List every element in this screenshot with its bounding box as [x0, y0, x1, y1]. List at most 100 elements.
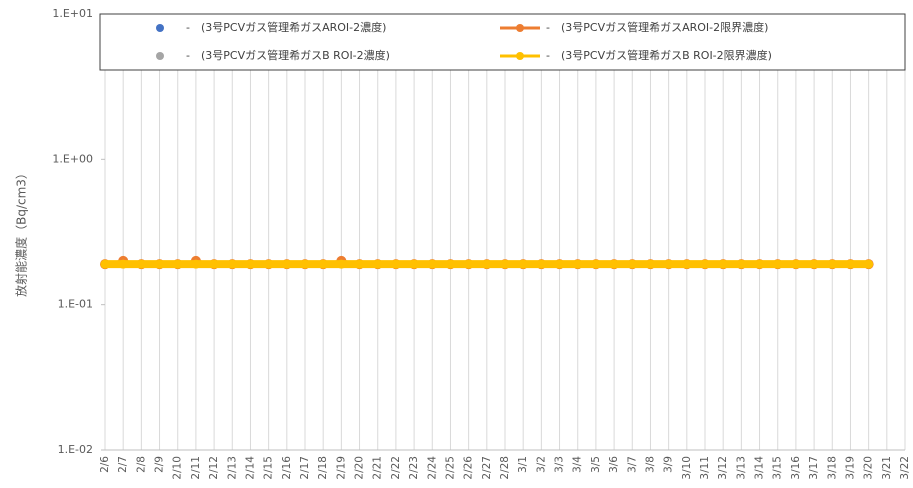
- x-tick-label: 3/14: [754, 456, 766, 480]
- data-point: [336, 259, 346, 269]
- x-tick-label: 3/8: [644, 456, 656, 473]
- x-tick-label: 3/9: [663, 456, 675, 473]
- x-tick-label: 2/22: [390, 456, 402, 480]
- data-point: [845, 259, 855, 269]
- data-point: [482, 259, 492, 269]
- data-point: [609, 259, 619, 269]
- data-point: [700, 259, 710, 269]
- y-tick-label: 1.E+01: [52, 7, 93, 20]
- x-tick-label: 2/8: [135, 456, 147, 473]
- data-point: [864, 259, 874, 269]
- legend-label: - (3号PCVガス管理希ガスAROI-2濃度): [186, 20, 386, 34]
- x-tick-label: 3/2: [535, 456, 547, 473]
- x-tick-label: 2/27: [481, 456, 493, 480]
- data-point: [773, 259, 783, 269]
- data-point: [391, 259, 401, 269]
- y-tick-label: 1.E-02: [58, 443, 93, 456]
- x-tick-label: 3/5: [590, 456, 602, 473]
- x-tick-label: 3/19: [844, 456, 856, 480]
- x-tick-label: 2/21: [372, 456, 384, 480]
- legend-marker: [516, 52, 524, 60]
- x-tick-label: 2/19: [335, 456, 347, 480]
- x-tick-label: 3/10: [681, 456, 693, 480]
- x-tick-label: 3/17: [808, 456, 820, 480]
- data-point: [500, 259, 510, 269]
- data-point: [827, 259, 837, 269]
- x-tick-label: 2/7: [117, 456, 129, 473]
- data-point: [300, 259, 310, 269]
- x-tick-label: 3/21: [881, 456, 893, 480]
- x-tick-label: 3/22: [899, 456, 911, 480]
- data-point: [136, 259, 146, 269]
- data-point: [718, 259, 728, 269]
- data-point: [173, 259, 183, 269]
- data-point: [282, 259, 292, 269]
- x-tick-label: 3/20: [863, 456, 875, 480]
- x-tick-label: 2/16: [281, 456, 293, 480]
- x-tick-label: 3/11: [699, 456, 711, 480]
- x-tick-label: 2/13: [226, 456, 238, 480]
- legend-label: - (3号PCVガス管理希ガスB ROI-2濃度): [186, 48, 390, 62]
- x-tick-label: 2/24: [426, 456, 438, 480]
- x-tick-label: 2/20: [354, 456, 366, 480]
- x-tick-label: 3/4: [572, 456, 584, 473]
- y-tick-label: 1.E+00: [52, 152, 93, 165]
- data-point: [264, 259, 274, 269]
- legend-label: - (3号PCVガス管理希ガスAROI-2限界濃度): [546, 20, 768, 34]
- legend-box: [99, 13, 906, 71]
- data-point: [191, 259, 201, 269]
- data-point: [736, 259, 746, 269]
- x-tick-label: 3/16: [790, 456, 802, 480]
- x-tick-label: 2/15: [263, 456, 275, 480]
- data-point: [445, 259, 455, 269]
- x-tick-label: 3/12: [717, 456, 729, 480]
- x-tick-label: 2/25: [444, 456, 456, 480]
- data-point: [118, 259, 128, 269]
- y-axis-label: 放射能濃度（Bq/cm3）: [14, 167, 29, 297]
- legend-marker: [516, 24, 524, 32]
- legend-label: - (3号PCVガス管理希ガスB ROI-2限界濃度): [546, 48, 772, 62]
- x-tick-label: 3/1: [517, 456, 529, 473]
- x-tick-label: 2/23: [408, 456, 420, 480]
- data-point: [755, 259, 765, 269]
- data-point: [100, 259, 110, 269]
- x-tick-label: 3/18: [826, 456, 838, 480]
- data-point: [682, 259, 692, 269]
- data-point: [355, 259, 365, 269]
- x-tick-label: 2/26: [463, 456, 475, 480]
- x-tick-label: 3/13: [735, 456, 747, 480]
- x-tick-label: 2/12: [208, 456, 220, 480]
- x-tick-label: 2/14: [244, 456, 256, 480]
- x-tick-label: 2/6: [99, 456, 111, 473]
- data-point: [791, 259, 801, 269]
- x-tick-label: 3/6: [608, 456, 620, 473]
- x-tick-label: 2/18: [317, 456, 329, 480]
- data-point: [427, 259, 437, 269]
- data-point: [536, 259, 546, 269]
- x-tick-label: 2/11: [190, 456, 202, 480]
- x-tick-label: 3/7: [626, 456, 638, 473]
- x-tick-label: 2/28: [499, 456, 511, 480]
- x-tick-label: 2/9: [154, 456, 166, 473]
- x-tick-label: 2/10: [172, 456, 184, 480]
- data-point: [227, 259, 237, 269]
- data-point: [464, 259, 474, 269]
- data-point: [591, 259, 601, 269]
- legend-marker: [156, 24, 164, 32]
- data-point: [664, 259, 674, 269]
- data-point: [318, 259, 328, 269]
- data-point: [409, 259, 419, 269]
- data-point: [245, 259, 255, 269]
- data-point: [373, 259, 383, 269]
- x-tick-label: 2/17: [299, 456, 311, 480]
- data-point: [627, 259, 637, 269]
- data-point: [155, 259, 165, 269]
- data-point: [573, 259, 583, 269]
- legend-marker: [156, 52, 164, 60]
- data-point: [518, 259, 528, 269]
- x-tick-label: 3/3: [554, 456, 566, 473]
- data-point: [209, 259, 219, 269]
- data-point: [645, 259, 655, 269]
- y-tick-label: 1.E-01: [58, 298, 93, 311]
